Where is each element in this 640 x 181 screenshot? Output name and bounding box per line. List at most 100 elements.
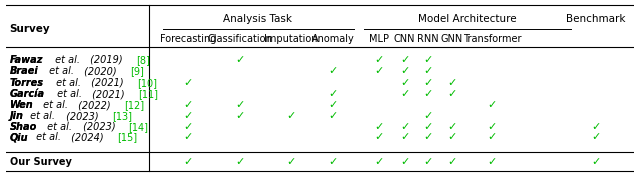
Text: ✓: ✓ [400, 78, 410, 88]
Text: ✓: ✓ [328, 157, 338, 167]
Text: Classification: Classification [207, 34, 272, 44]
Text: Torres: Torres [10, 78, 44, 88]
Text: ✓: ✓ [400, 132, 410, 142]
Text: Shao: Shao [10, 122, 37, 132]
Text: ✓: ✓ [235, 157, 244, 167]
Text: (2021): (2021) [88, 78, 127, 88]
Text: ✓: ✓ [374, 66, 383, 76]
Text: Shao: Shao [10, 122, 37, 132]
Text: ✓: ✓ [184, 100, 193, 110]
Text: (2023): (2023) [63, 111, 101, 121]
Text: (2021): (2021) [90, 89, 128, 99]
Text: ✓: ✓ [423, 55, 433, 65]
Text: Benchmark: Benchmark [566, 14, 626, 24]
Text: ✓: ✓ [423, 111, 433, 121]
Text: ✓: ✓ [488, 132, 497, 142]
Text: Fawaz: Fawaz [10, 55, 43, 65]
Text: ✓: ✓ [184, 111, 193, 121]
Text: ✓: ✓ [447, 157, 456, 167]
Text: (2024): (2024) [68, 132, 108, 142]
Text: [12]: [12] [124, 100, 144, 110]
Text: Transformer: Transformer [463, 34, 522, 44]
Text: ✓: ✓ [447, 122, 456, 132]
Text: ✓: ✓ [400, 157, 410, 167]
Text: ✓: ✓ [400, 55, 410, 65]
Text: Wen: Wen [10, 100, 33, 110]
Text: Qiu: Qiu [10, 132, 28, 142]
Text: ✓: ✓ [423, 66, 433, 76]
Text: ✓: ✓ [488, 100, 497, 110]
Text: ✓: ✓ [423, 78, 433, 88]
Text: ✓: ✓ [400, 89, 410, 99]
Text: ✓: ✓ [591, 157, 601, 167]
Text: CNN: CNN [394, 34, 415, 44]
Text: (2019): (2019) [87, 55, 126, 65]
Text: ✓: ✓ [488, 157, 497, 167]
Text: ✓: ✓ [423, 122, 433, 132]
Text: RNN: RNN [417, 34, 438, 44]
Text: et al.: et al. [33, 132, 61, 142]
Text: ✓: ✓ [184, 78, 193, 88]
Text: Qiu: Qiu [10, 132, 28, 142]
Text: [10]: [10] [137, 78, 157, 88]
Text: ✓: ✓ [328, 100, 338, 110]
Text: ✓: ✓ [591, 132, 601, 142]
Text: ✓: ✓ [423, 157, 433, 167]
Text: Wen: Wen [10, 100, 33, 110]
Text: et al.: et al. [46, 66, 74, 76]
Text: ✓: ✓ [235, 100, 244, 110]
Text: (2023): (2023) [79, 122, 118, 132]
Text: ✓: ✓ [374, 157, 383, 167]
Text: (2022): (2022) [75, 100, 114, 110]
Text: ✓: ✓ [328, 66, 338, 76]
Text: Torres: Torres [10, 78, 44, 88]
Text: Fawaz: Fawaz [10, 55, 43, 65]
Text: ✓: ✓ [447, 89, 456, 99]
Text: Our Survey: Our Survey [10, 157, 72, 167]
Text: ✓: ✓ [235, 55, 244, 65]
Text: (2020): (2020) [81, 66, 120, 76]
Text: Model Architecture: Model Architecture [418, 14, 516, 24]
Text: et al.: et al. [54, 89, 82, 99]
Text: Survey: Survey [10, 24, 50, 34]
Text: ✓: ✓ [184, 157, 193, 167]
Text: ✓: ✓ [423, 132, 433, 142]
Text: ✓: ✓ [286, 111, 295, 121]
Text: Braei: Braei [10, 66, 38, 76]
Text: [13]: [13] [111, 111, 132, 121]
Text: ✓: ✓ [591, 122, 601, 132]
Text: Jin: Jin [10, 111, 24, 121]
Text: [8]: [8] [136, 55, 150, 65]
Text: [14]: [14] [129, 122, 148, 132]
Text: García: García [10, 89, 45, 99]
Text: ✓: ✓ [400, 66, 410, 76]
Text: Anomaly: Anomaly [312, 34, 355, 44]
Text: Forecasting: Forecasting [160, 34, 216, 44]
Text: [9]: [9] [131, 66, 144, 76]
Text: et al.: et al. [28, 111, 55, 121]
Text: ✓: ✓ [488, 122, 497, 132]
Text: ✓: ✓ [374, 55, 383, 65]
Text: et al.: et al. [40, 100, 68, 110]
Text: ✓: ✓ [423, 89, 433, 99]
Text: ✓: ✓ [400, 122, 410, 132]
Text: Analysis Task: Analysis Task [223, 14, 292, 24]
Text: ✓: ✓ [184, 122, 193, 132]
Text: ✓: ✓ [374, 132, 383, 142]
Text: ✓: ✓ [447, 78, 456, 88]
Text: García: García [10, 89, 45, 99]
Text: ✓: ✓ [286, 157, 295, 167]
Text: [15]: [15] [118, 132, 138, 142]
Text: ✓: ✓ [235, 111, 244, 121]
Text: ✓: ✓ [328, 111, 338, 121]
Text: MLP: MLP [369, 34, 389, 44]
Text: ✓: ✓ [328, 89, 338, 99]
Text: Braei: Braei [10, 66, 38, 76]
Text: Jin: Jin [10, 111, 24, 121]
Text: ✓: ✓ [374, 122, 383, 132]
Text: et al.: et al. [44, 122, 72, 132]
Text: [11]: [11] [138, 89, 158, 99]
Text: GNN: GNN [440, 34, 463, 44]
Text: ✓: ✓ [184, 132, 193, 142]
Text: Imputation: Imputation [264, 34, 317, 44]
